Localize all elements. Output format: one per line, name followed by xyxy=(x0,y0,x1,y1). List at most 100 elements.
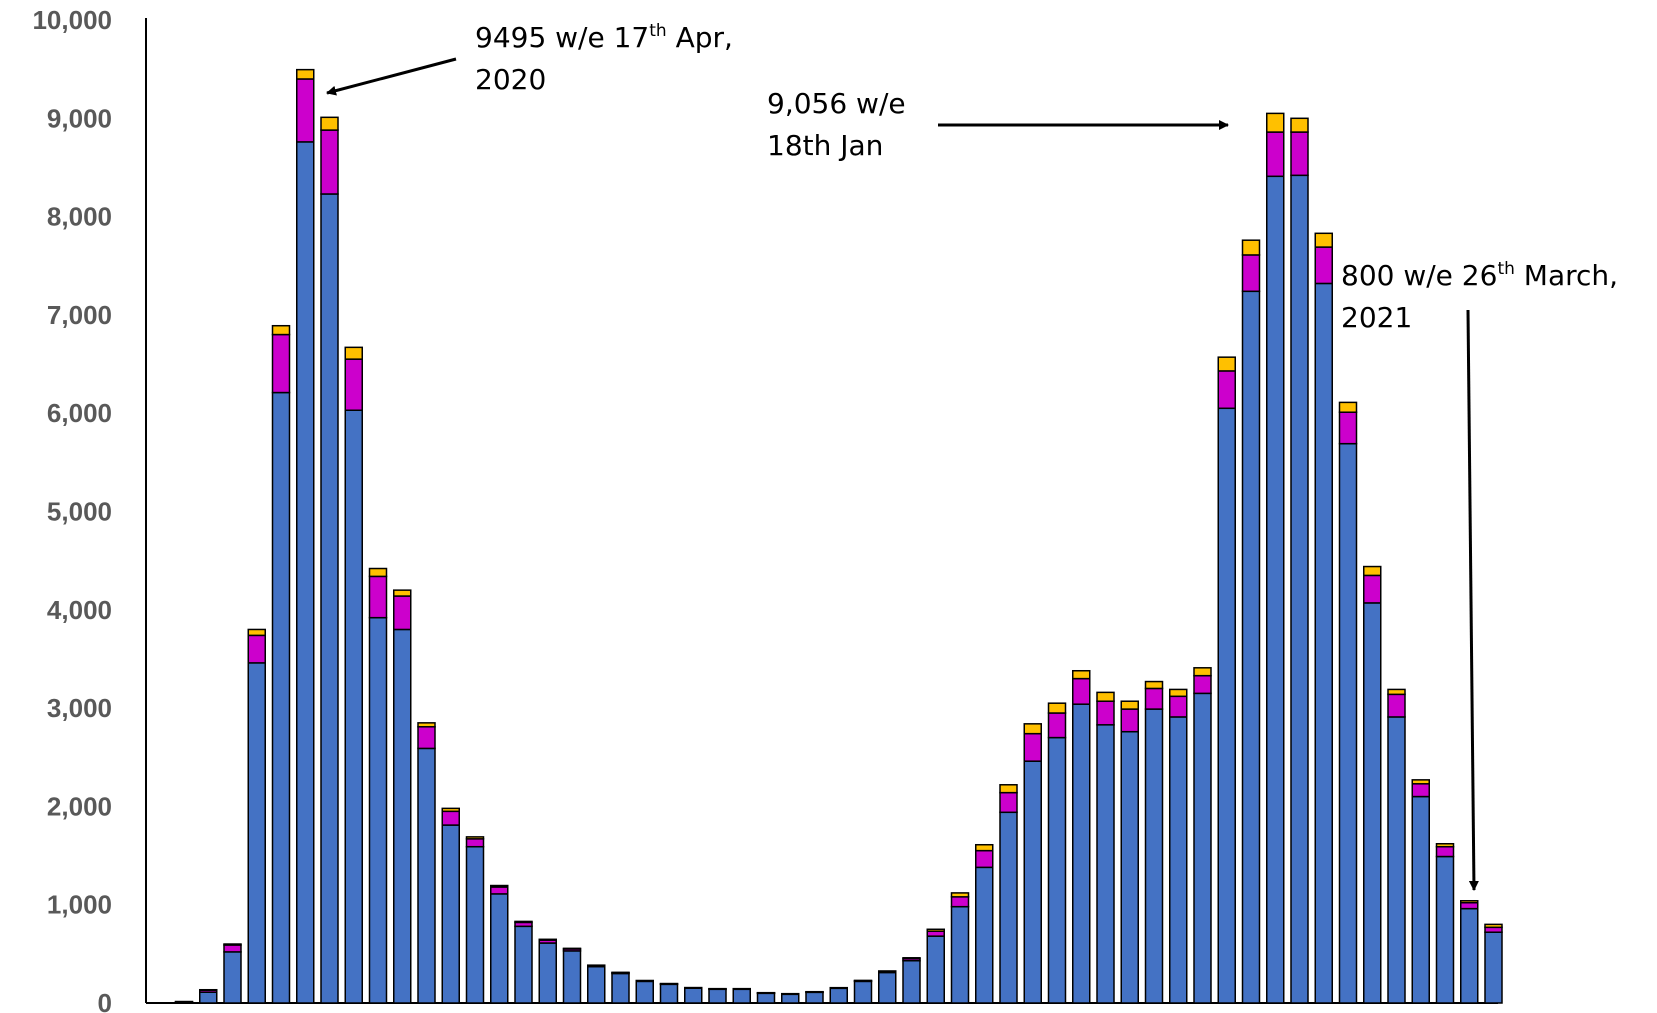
bar-segment-series-1 xyxy=(611,972,630,1004)
bar-stack xyxy=(1072,669,1091,1004)
bar-segment-series-3 xyxy=(756,991,776,994)
bar-stack xyxy=(902,957,921,1004)
bar-segment-series-1 xyxy=(1023,760,1042,1004)
y-tick-label: 0 xyxy=(98,988,112,1013)
bar-stack xyxy=(1314,232,1333,1004)
bar-stack xyxy=(999,784,1018,1004)
bar-segment-series-3 xyxy=(1266,112,1285,133)
bar-stack xyxy=(562,947,582,1004)
bar-segment-series-1 xyxy=(1096,724,1115,1004)
bar-segment-series-2 xyxy=(1047,712,1067,739)
bar-segment-series-2 xyxy=(1241,254,1261,293)
y-tick-label: 7,000 xyxy=(47,300,112,330)
bar-segment-series-2 xyxy=(1072,677,1091,705)
y-tick-label: 4,000 xyxy=(47,595,112,625)
bar-segment-series-3 xyxy=(271,324,291,336)
bar-segment-series-3 xyxy=(902,957,921,960)
bar-stack xyxy=(659,982,679,1004)
bar-stack xyxy=(514,920,533,1004)
bar-stack xyxy=(368,567,388,1004)
bar-segment-series-3 xyxy=(247,628,266,637)
bar-segment-series-1 xyxy=(878,971,897,1004)
bar-segment-series-3 xyxy=(950,892,970,898)
bar-segment-series-2 xyxy=(271,333,291,394)
bar-stack xyxy=(538,938,557,1004)
annotation-peak-2-line1: 9,056 w/e xyxy=(767,87,906,120)
bar-segment-series-2 xyxy=(1338,411,1358,445)
bar-segment-series-3 xyxy=(1290,117,1309,133)
bar-stack xyxy=(1144,680,1164,1004)
bar-segment-series-3 xyxy=(878,970,897,973)
bar-segment-series-1 xyxy=(1266,175,1285,1004)
bar-segment-series-2 xyxy=(1435,845,1455,858)
y-tick-label: 10,000 xyxy=(32,5,112,35)
annotation-latest-line2: 2021 xyxy=(1341,301,1412,334)
bar-stack xyxy=(1266,112,1285,1004)
bar-segment-series-3 xyxy=(1435,843,1455,848)
bar-stack xyxy=(1023,723,1042,1004)
bar-segment-series-1 xyxy=(1363,602,1382,1004)
bar-stack xyxy=(805,990,824,1004)
y-axis: 0 1,000 2,000 3,000 4,000 5,000 6,000 7,000 8,00… xyxy=(32,5,147,1013)
bar-stack xyxy=(344,346,363,1004)
bar-segment-series-1 xyxy=(223,951,242,1004)
bar-stack xyxy=(829,986,848,1004)
bar-stack xyxy=(1217,356,1236,1004)
y-tick-label: 9,000 xyxy=(47,103,112,133)
bar-stack xyxy=(950,892,970,1004)
bar-segment-series-1 xyxy=(465,845,485,1004)
bar-segment-series-1 xyxy=(781,993,800,1004)
bar-segment-series-3 xyxy=(1484,923,1503,929)
bar-stack xyxy=(174,1000,194,1004)
bar-segment-series-1 xyxy=(1217,407,1236,1004)
bar-segment-series-1 xyxy=(1193,692,1212,1004)
bar-segment-series-1 xyxy=(417,747,436,1004)
annotation-latest-arrow xyxy=(1466,309,1479,891)
bar-segment-series-2 xyxy=(465,838,485,848)
bar-segment-series-1 xyxy=(1047,736,1067,1004)
annotation-latest: 800 w/e 26th March, 2021 xyxy=(1341,259,1618,891)
bar-segment-series-2 xyxy=(999,791,1018,814)
bar-segment-series-1 xyxy=(1314,282,1333,1004)
bar-segment-series-3 xyxy=(1411,779,1430,785)
bar-segment-series-1 xyxy=(1169,716,1188,1004)
bar-stack xyxy=(1120,700,1139,1004)
bar-segment-series-1 xyxy=(1387,716,1406,1004)
bar-stack xyxy=(975,843,994,1004)
bar-segment-series-2 xyxy=(393,595,412,631)
bar-segment-series-2 xyxy=(1411,783,1430,798)
bar-segment-series-3 xyxy=(587,964,606,967)
bar-stack xyxy=(1338,401,1358,1004)
bar-segment-series-1 xyxy=(441,824,460,1004)
bar-stack xyxy=(1241,239,1261,1004)
bar-stack xyxy=(247,628,266,1004)
bar-stack xyxy=(320,116,339,1004)
bar-segment-series-3 xyxy=(1144,680,1164,690)
bar-stack xyxy=(1169,688,1188,1004)
bar-segment-series-1 xyxy=(1290,174,1309,1004)
bar-segment-series-1 xyxy=(853,980,873,1004)
bar-stack xyxy=(223,943,242,1004)
bar-segment-series-3 xyxy=(1241,239,1261,256)
bar-segment-series-3 xyxy=(1120,700,1139,710)
bar-segment-series-2 xyxy=(1314,246,1333,285)
bar-segment-series-3 xyxy=(1023,723,1042,735)
bar-segment-series-3 xyxy=(926,928,945,932)
bar-stack xyxy=(1193,667,1212,1004)
bar-segment-series-1 xyxy=(805,991,824,1004)
bar-segment-series-2 xyxy=(247,634,266,664)
bar-segment-series-2 xyxy=(223,944,242,953)
bar-segment-series-1 xyxy=(926,935,945,1004)
bar-segment-series-1 xyxy=(296,141,315,1004)
bar-segment-series-3 xyxy=(368,567,388,578)
bar-segment-series-2 xyxy=(1460,901,1479,910)
bar-segment-series-3 xyxy=(320,116,339,131)
bar-segment-series-1 xyxy=(975,866,994,1004)
bar-stack xyxy=(1290,117,1309,1004)
bar-segment-series-3 xyxy=(853,979,873,982)
bar-segment-series-2 xyxy=(1193,674,1212,695)
bar-segment-series-1 xyxy=(1072,703,1091,1004)
bar-segment-series-1 xyxy=(635,980,654,1004)
bar-segment-series-3 xyxy=(514,920,533,924)
bar-segment-series-2 xyxy=(368,575,388,619)
